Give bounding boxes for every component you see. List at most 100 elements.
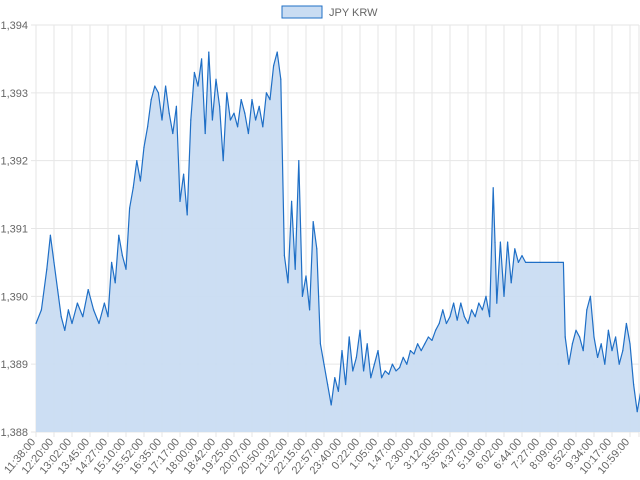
data-point (607, 329, 610, 331)
data-point (226, 92, 228, 94)
data-point (247, 132, 249, 135)
data-point (190, 119, 192, 121)
data-point (442, 309, 444, 311)
data-point (305, 275, 307, 277)
data-point (204, 132, 206, 135)
data-point (172, 132, 174, 135)
data-point (564, 336, 566, 338)
data-point (215, 78, 217, 80)
data-point (460, 302, 462, 304)
y-tick-label: 1,393 (0, 88, 28, 100)
data-point (46, 268, 48, 270)
data-point (352, 370, 354, 372)
data-point (593, 336, 595, 338)
data-point (186, 214, 188, 216)
data-point (530, 261, 532, 264)
data-point (492, 187, 494, 189)
data-point (474, 316, 476, 318)
data-point (60, 316, 62, 318)
y-tick-label: 1,390 (0, 291, 28, 303)
data-point (258, 105, 260, 107)
data-point (521, 255, 523, 257)
data-point (244, 112, 246, 114)
data-point (456, 319, 458, 321)
data-point (76, 302, 78, 304)
data-point (111, 261, 113, 264)
data-point (373, 363, 375, 365)
data-point (67, 309, 69, 311)
data-point (103, 302, 105, 304)
data-point (503, 295, 505, 297)
data-point (150, 99, 152, 101)
data-point (402, 356, 404, 358)
data-point (53, 261, 55, 264)
data-point (514, 248, 516, 250)
data-point (147, 126, 149, 128)
data-point (82, 316, 84, 318)
series-line (35, 51, 640, 413)
data-point (294, 268, 296, 270)
data-point (438, 322, 440, 325)
data-point (276, 51, 278, 53)
data-point (485, 295, 487, 297)
data-point (463, 316, 465, 318)
x-axis: 11:38:0012:20:0013:02:0013:45:0014:27:00… (2, 436, 632, 477)
data-point (287, 282, 289, 284)
legend[interactable]: JPY KRW (281, 5, 378, 19)
data-point (136, 160, 138, 162)
series-area (35, 51, 640, 432)
data-point (323, 363, 325, 365)
data-point (604, 363, 606, 365)
data-point (129, 207, 131, 209)
data-point (507, 241, 509, 243)
data-point (377, 350, 379, 352)
data-point (40, 309, 43, 311)
data-point (334, 377, 336, 379)
data-point (622, 350, 624, 352)
y-axis: 1,388 1,389 1,390 1,391 1,392 1,393 1,394 (0, 20, 28, 439)
legend-label[interactable]: JPY KRW (329, 7, 378, 19)
data-point (219, 105, 221, 107)
data-point (431, 339, 433, 342)
data-point (611, 350, 613, 352)
data-point (64, 329, 66, 331)
data-point (183, 173, 185, 175)
y-tick-label: 1,389 (0, 359, 28, 371)
data-point (381, 377, 383, 379)
data-point (618, 363, 620, 365)
data-point (348, 336, 350, 338)
data-point (237, 126, 239, 128)
data-point (309, 309, 311, 311)
data-point (143, 146, 145, 148)
data-point (355, 356, 357, 358)
data-point (582, 350, 584, 352)
data-point (251, 99, 253, 101)
data-point (406, 363, 408, 365)
data-point (201, 58, 203, 60)
data-point (165, 85, 167, 87)
data-point (57, 288, 59, 291)
data-point (154, 85, 156, 87)
data-point (71, 322, 73, 325)
data-point (579, 336, 581, 338)
data-point (197, 85, 199, 87)
data-point (330, 404, 332, 406)
data-point (366, 343, 368, 345)
data-point (359, 329, 361, 331)
data-point (424, 343, 426, 345)
data-point (363, 370, 365, 372)
data-point (539, 261, 541, 264)
data-point (273, 65, 275, 67)
data-point (179, 200, 181, 202)
data-point (35, 322, 37, 325)
data-point (132, 187, 134, 189)
data-point (193, 71, 195, 74)
data-point (445, 322, 447, 325)
data-point (420, 350, 422, 352)
data-point (87, 288, 89, 291)
data-point (370, 377, 372, 379)
data-point (615, 336, 617, 338)
data-point (139, 180, 141, 182)
data-point (449, 316, 451, 318)
legend-swatch[interactable] (281, 5, 323, 19)
